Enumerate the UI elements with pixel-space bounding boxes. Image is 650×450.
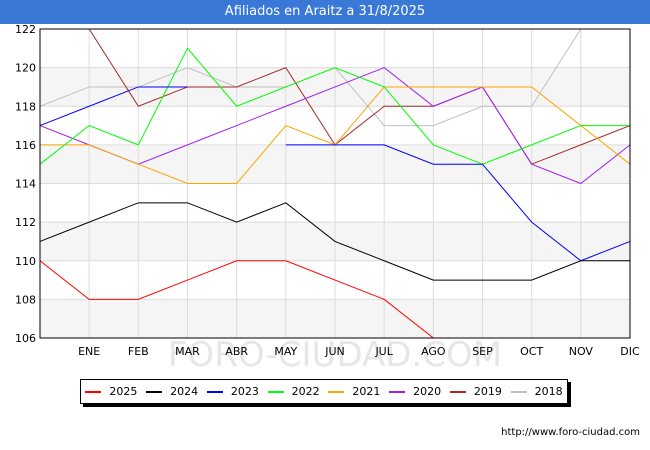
legend-item-2023: 2023 (206, 385, 259, 398)
chart-title: Afiliados en Araitz a 31/8/2025 (0, 0, 650, 24)
y-tick-label: 108 (15, 293, 36, 306)
x-tick-label: OCT (520, 345, 543, 358)
series-lines (39, 28, 631, 339)
y-tick-label: 122 (15, 23, 36, 36)
y-tick-label: 114 (15, 178, 36, 191)
watermark: FORO-CIUDAD.COM (168, 335, 502, 375)
x-tick-label: AGO (421, 345, 446, 358)
x-tick-label: NOV (569, 345, 594, 358)
series-line-2023 (285, 144, 631, 262)
legend-item-2024: 2024 (146, 385, 198, 398)
x-tick-label: MAR (175, 345, 200, 358)
x-tick-label: SEP (472, 345, 493, 358)
series-line-2025 (39, 260, 434, 339)
y-tick-label: 110 (15, 255, 36, 268)
series-line-2022 (39, 47, 630, 165)
legend-label: 2020 (413, 385, 442, 398)
legend-item-2021: 2021 (328, 385, 380, 398)
x-tick-label: FEB (128, 345, 149, 358)
x-tick-label: JUL (374, 345, 393, 358)
legend-item-2025: 2025 (85, 385, 137, 398)
x-tick-label: JUN (324, 345, 345, 358)
x-tick-labels: ENE FEB MAR ABR MAY JUN JUL AGO SEP OCT NOV DIC (78, 345, 640, 358)
axes (39, 28, 631, 339)
legend-swatch (267, 390, 284, 393)
x-tick-label: ABR (225, 345, 248, 358)
legend-label: 2025 (109, 385, 138, 398)
legend-swatch (389, 390, 406, 393)
legend-label: 2022 (291, 385, 320, 398)
y-tick-labels: 106 108 110 112 114 116 118 120 122 (15, 23, 36, 345)
x-tick-label: DIC (620, 345, 640, 358)
y-tick-label: 106 (15, 332, 36, 345)
legend-label: 2018 (534, 385, 563, 398)
legend-item-2019: 2019 (449, 385, 502, 398)
y-tick-label: 116 (15, 139, 36, 152)
legend-swatch (449, 390, 466, 393)
legend-swatch (146, 390, 163, 393)
legend: 2025 2024 2023 2022 2021 2020 2019 2018 (80, 379, 568, 404)
legend-label: 2021 (352, 385, 381, 398)
x-tick-label: ENE (78, 345, 100, 358)
legend-label: 2024 (170, 385, 199, 398)
footer-url: http://www.foro-ciudad.com (501, 427, 640, 438)
legend-label: 2023 (230, 385, 259, 398)
legend-item-2022: 2022 (267, 385, 320, 398)
legend-swatch (206, 390, 223, 393)
y-tick-label: 112 (15, 216, 36, 229)
y-tick-label: 120 (15, 62, 36, 75)
legend-item-2020: 2020 (389, 385, 441, 398)
legend-swatch (85, 390, 102, 393)
series-line-2019 (88, 28, 631, 165)
legend-item-2018: 2018 (510, 385, 563, 398)
series-line-2023 (39, 86, 188, 127)
y-tick-label: 118 (15, 100, 36, 113)
legend-label: 2019 (473, 385, 502, 398)
plot-frame (39, 28, 631, 339)
series-line-2024 (39, 202, 630, 281)
x-tick-label: MAY (274, 345, 297, 358)
legend-swatch (328, 390, 345, 393)
legend-swatch (510, 390, 527, 393)
